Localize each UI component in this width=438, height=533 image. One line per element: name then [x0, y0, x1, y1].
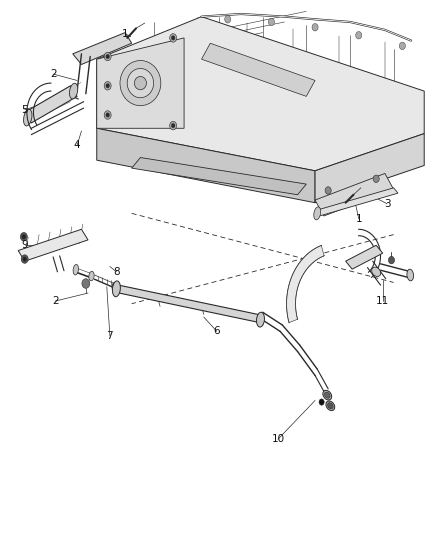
Circle shape — [106, 113, 110, 117]
Circle shape — [356, 31, 362, 39]
Text: 9: 9 — [21, 240, 28, 250]
Circle shape — [225, 15, 231, 23]
Polygon shape — [201, 43, 315, 96]
Circle shape — [106, 54, 110, 59]
Circle shape — [319, 399, 324, 405]
Ellipse shape — [24, 109, 32, 126]
Polygon shape — [315, 173, 394, 216]
Polygon shape — [315, 134, 424, 203]
Polygon shape — [25, 86, 77, 123]
Circle shape — [106, 84, 110, 88]
Circle shape — [82, 279, 90, 288]
Ellipse shape — [323, 390, 332, 400]
Polygon shape — [97, 128, 315, 203]
Text: 3: 3 — [384, 199, 390, 209]
Circle shape — [171, 124, 175, 128]
Polygon shape — [73, 33, 132, 64]
Text: 7: 7 — [106, 330, 113, 341]
Circle shape — [104, 82, 111, 90]
Circle shape — [312, 23, 318, 31]
Ellipse shape — [120, 61, 161, 106]
Ellipse shape — [70, 83, 78, 99]
Text: 2: 2 — [52, 296, 59, 306]
Polygon shape — [287, 246, 324, 322]
Text: 8: 8 — [113, 267, 120, 277]
Circle shape — [268, 18, 275, 26]
Ellipse shape — [326, 401, 335, 410]
Text: 11: 11 — [376, 296, 389, 306]
Polygon shape — [114, 285, 263, 322]
Circle shape — [104, 52, 111, 61]
Ellipse shape — [328, 403, 333, 409]
Ellipse shape — [113, 281, 120, 297]
Ellipse shape — [325, 392, 330, 398]
Polygon shape — [97, 38, 184, 128]
Ellipse shape — [407, 269, 413, 281]
Polygon shape — [18, 229, 88, 261]
Polygon shape — [346, 245, 383, 269]
Circle shape — [21, 255, 28, 263]
Circle shape — [373, 175, 379, 182]
Ellipse shape — [127, 68, 154, 98]
Text: 1: 1 — [122, 29, 128, 39]
Circle shape — [171, 36, 175, 40]
Text: 4: 4 — [74, 140, 81, 150]
Circle shape — [20, 232, 27, 241]
Text: 2: 2 — [50, 69, 57, 79]
Ellipse shape — [73, 264, 78, 275]
Text: 1: 1 — [355, 214, 362, 224]
Text: 6: 6 — [213, 326, 220, 336]
Ellipse shape — [134, 76, 146, 90]
Text: 5: 5 — [21, 104, 28, 115]
Ellipse shape — [314, 207, 321, 220]
Circle shape — [23, 257, 26, 261]
Ellipse shape — [372, 267, 381, 277]
Circle shape — [104, 111, 111, 119]
Polygon shape — [132, 158, 306, 195]
Ellipse shape — [257, 312, 265, 327]
Circle shape — [170, 122, 177, 130]
Circle shape — [325, 187, 331, 194]
Polygon shape — [97, 17, 424, 171]
Ellipse shape — [89, 271, 94, 281]
Ellipse shape — [112, 282, 117, 291]
Circle shape — [389, 256, 395, 264]
Circle shape — [399, 42, 406, 50]
Text: 10: 10 — [272, 434, 285, 445]
Circle shape — [22, 235, 25, 239]
Polygon shape — [315, 188, 398, 216]
Circle shape — [170, 34, 177, 42]
